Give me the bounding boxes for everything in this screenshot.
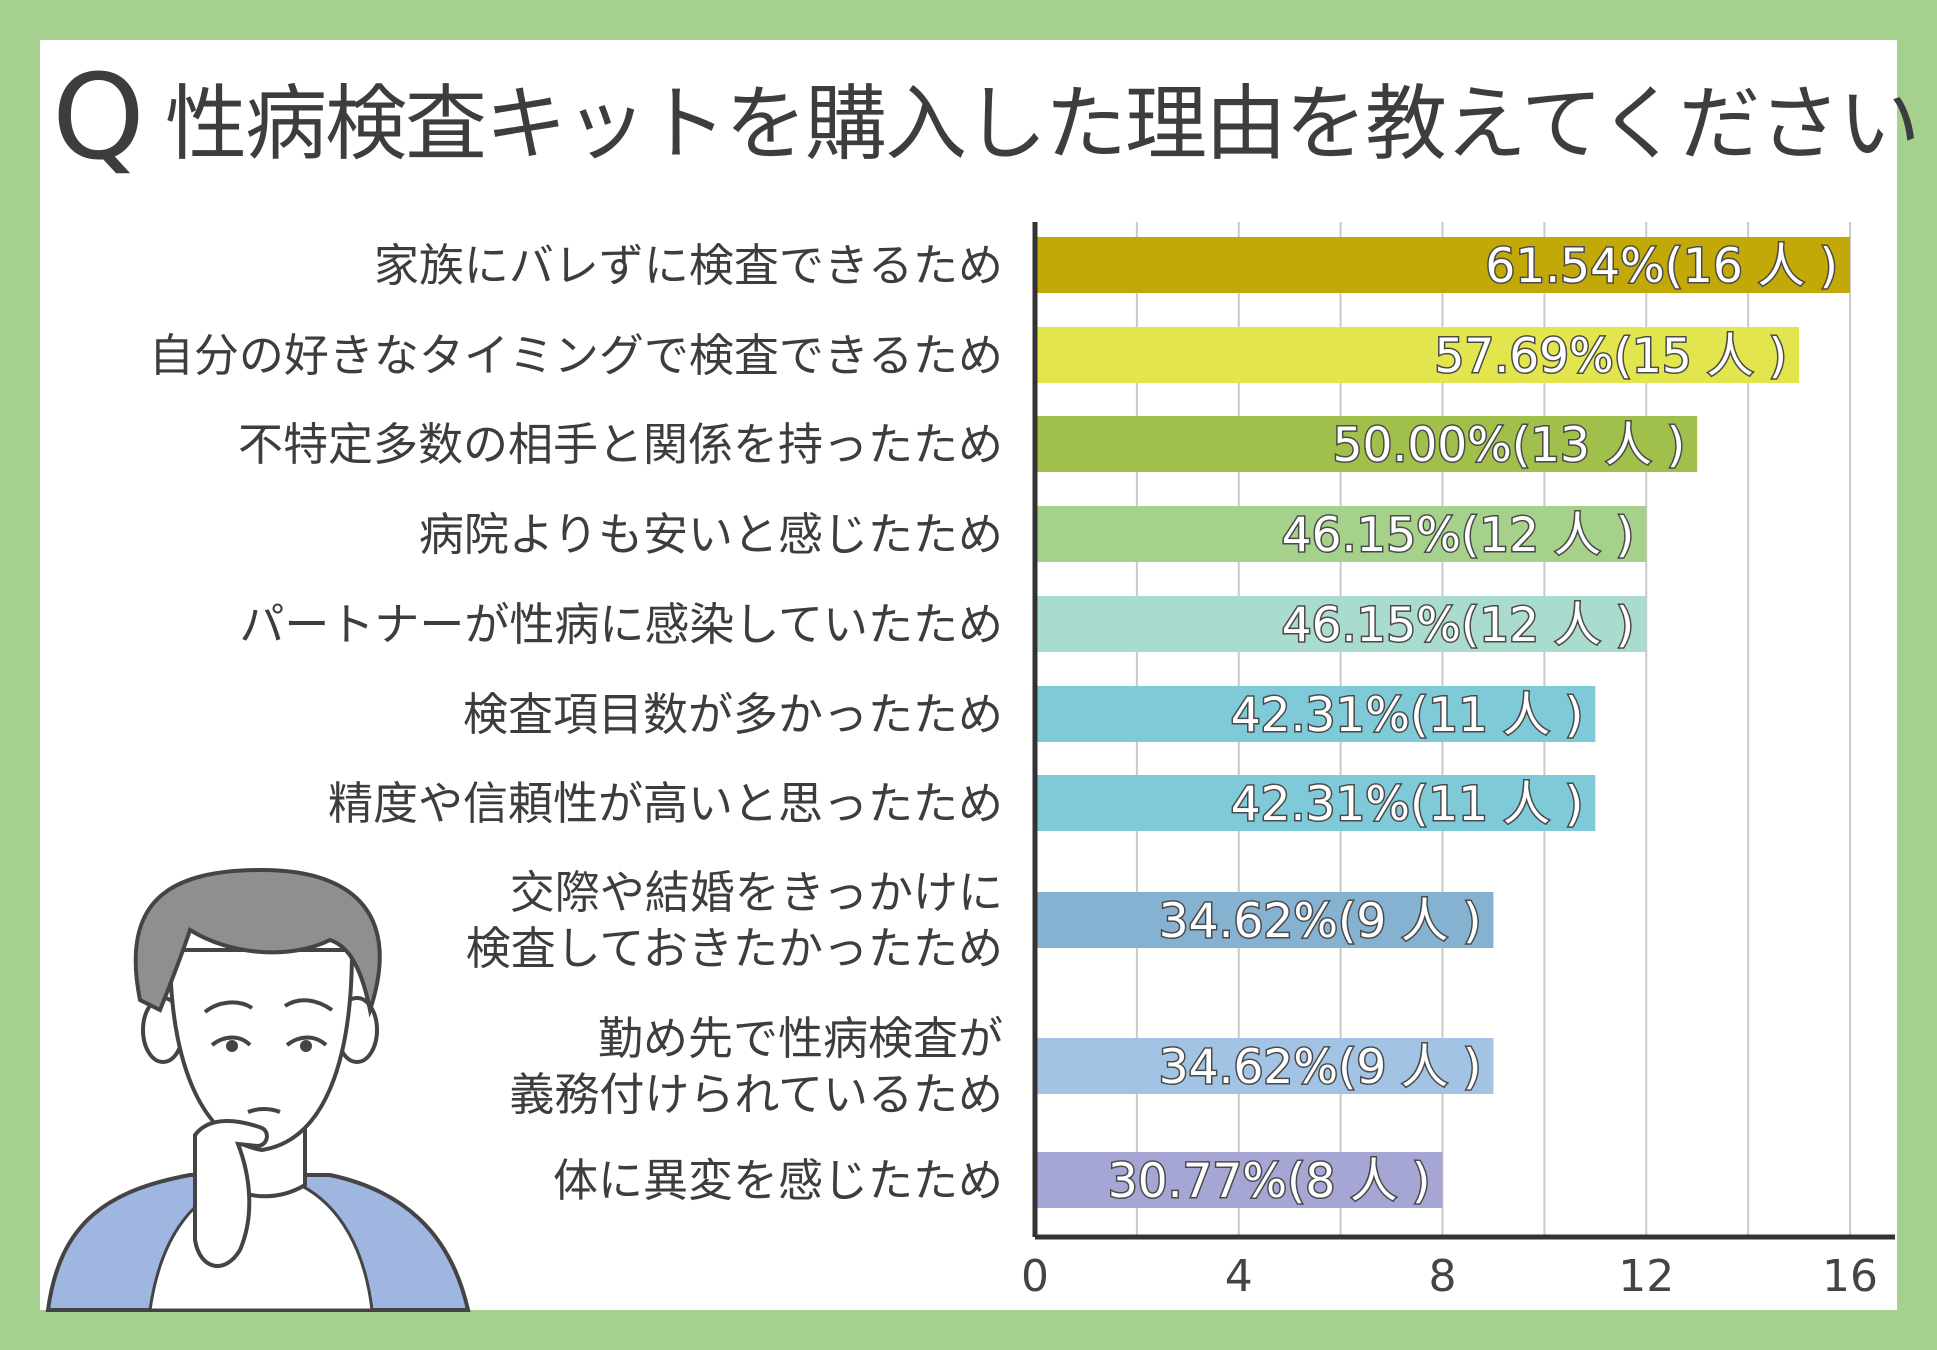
value-label-4: 46.15%(12 人 ) xyxy=(1282,598,1635,653)
value-label-3: 46.15%(12 人 ) xyxy=(1282,508,1635,563)
bar-6 xyxy=(1035,775,1596,831)
face-shape xyxy=(167,948,355,1153)
value-label-2: 50.00%(13 人 ) xyxy=(1333,418,1686,473)
category-label-1-0: 自分の好きなタイミングで検査できるため xyxy=(149,329,1003,382)
bar-9 xyxy=(1035,1152,1443,1208)
category-label-8-1: 義務付けられているため xyxy=(509,1068,1003,1121)
x-tick-0: 0 xyxy=(1021,1251,1049,1302)
right-pupil xyxy=(300,1040,312,1052)
bars xyxy=(1035,237,1850,1208)
bar-8 xyxy=(1035,1038,1494,1094)
value-label-9: 30.77%(8 人 ) xyxy=(1108,1154,1431,1209)
category-label-8-0: 勤め先で性病検査が xyxy=(598,1012,1003,1065)
category-label-0-0: 家族にバレずに検査できるため xyxy=(374,239,1003,292)
bar-2 xyxy=(1035,416,1698,472)
x-tick-8: 8 xyxy=(1429,1251,1457,1302)
value-label-8: 34.62%(9 人 ) xyxy=(1159,1040,1482,1095)
category-label-6-0: 精度や信頼性が高いと思ったため xyxy=(328,777,1003,830)
hair-shape xyxy=(133,867,382,1018)
x-tick-16: 16 xyxy=(1822,1251,1878,1302)
mouth xyxy=(247,1107,281,1114)
value-labels: 61.54%(16 人 ) 57.69%(15 人 ) 50.00%(13 人 ) 4… xyxy=(1106,238,1839,1211)
category-label-7-0: 交際や結婚をきっかけに xyxy=(510,866,1003,919)
value-label-5: 42.31%(11 人 ) xyxy=(1231,688,1584,743)
category-label-5-0: 検査項目数が多かったため xyxy=(463,688,1003,741)
category-label-9-0: 体に異変を感じたため xyxy=(553,1154,1003,1207)
axes xyxy=(1032,222,1895,1240)
x-tick-labels: 0 4 8 12 16 xyxy=(1021,1251,1878,1302)
left-eyebrow xyxy=(203,1000,254,1014)
bar-0 xyxy=(1035,237,1850,293)
right-eyebrow xyxy=(283,998,334,1012)
value-label-7: 34.62%(9 人 ) xyxy=(1159,894,1482,949)
bar-3 xyxy=(1035,506,1647,562)
question-title: 性病検査キットを購入した理由を教えてください xyxy=(165,77,1920,172)
thinking-person-illustration xyxy=(45,867,471,1312)
value-label-1: 57.69%(15 人 ) xyxy=(1434,329,1787,384)
bar-5 xyxy=(1035,686,1596,742)
category-label-3-0: 病院よりも安いと感じたため xyxy=(419,508,1003,561)
category-label-2-0: 不特定多数の相手と関係を持ったため xyxy=(238,418,1003,471)
x-tick-4: 4 xyxy=(1225,1251,1253,1302)
hand-shape xyxy=(193,1119,269,1268)
bar-7 xyxy=(1035,892,1494,948)
value-label-0: 61.54%(16 人 ) xyxy=(1485,239,1838,294)
value-label-6: 42.31%(11 人 ) xyxy=(1231,777,1584,832)
category-label-4-0: パートナーが性病に感染していたため xyxy=(239,598,1003,651)
category-labels: 家族にバレずに検査できるため自分の好きなタイミングで検査できるため不特定多数の相… xyxy=(149,239,1003,1207)
left-pupil xyxy=(226,1040,238,1052)
right-eye xyxy=(285,1035,328,1047)
question-mark-q: Q xyxy=(52,48,145,186)
bar-1 xyxy=(1035,327,1800,383)
category-label-7-1: 検査しておきたかったため xyxy=(466,922,1003,975)
left-eye xyxy=(210,1035,252,1047)
bar-4 xyxy=(1035,596,1647,652)
x-tick-12: 12 xyxy=(1618,1251,1674,1302)
